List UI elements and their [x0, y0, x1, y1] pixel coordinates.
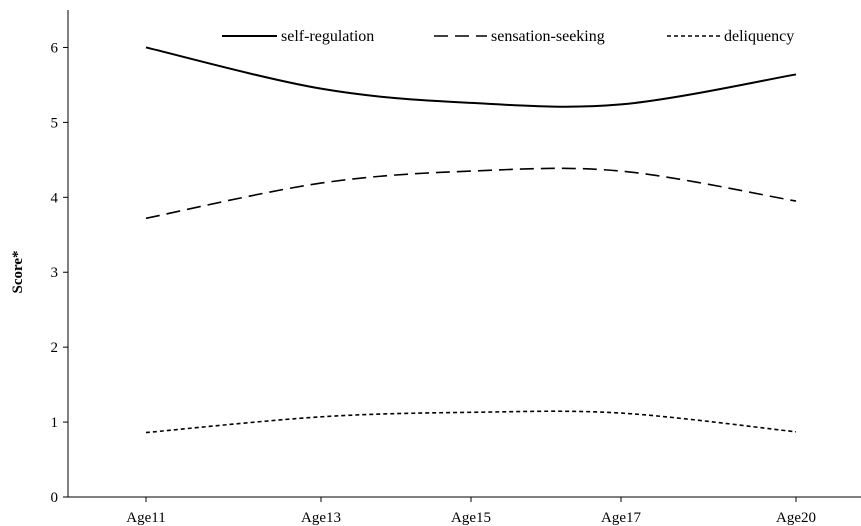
x-tick-label: Age20 — [776, 510, 816, 526]
series-line-2 — [145, 410, 797, 434]
legend-label-2: deliquency — [724, 28, 794, 45]
x-tick-label: Age13 — [301, 510, 341, 526]
legend-label-0: self-regulation — [281, 28, 374, 45]
y-tick-label: 4 — [51, 190, 59, 206]
x-tick-label: Age11 — [126, 510, 165, 526]
y-tick-label: 6 — [51, 40, 59, 56]
y-tick-label: 0 — [51, 490, 59, 506]
series-line-0 — [145, 46, 797, 108]
legend-label-1: sensation-seeking — [491, 28, 605, 45]
y-tick-label: 1 — [51, 415, 59, 431]
y-axis-title: Score* — [10, 250, 26, 293]
x-tick-label: Age17 — [601, 510, 641, 526]
y-tick-label: 2 — [51, 340, 59, 356]
series-line-1 — [145, 167, 797, 220]
x-tick-label: Age15 — [451, 510, 491, 526]
y-tick-label: 5 — [51, 115, 59, 131]
y-tick-label: 3 — [51, 265, 59, 281]
